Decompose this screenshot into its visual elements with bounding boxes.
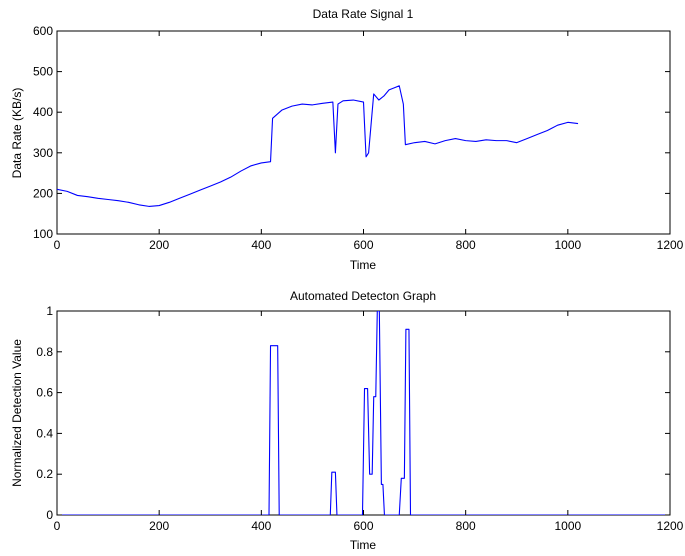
y-tick-label: 300: [33, 146, 53, 160]
series-line: [57, 85, 579, 207]
x-tick-label: 800: [456, 519, 476, 533]
x-tick-label: 400: [251, 238, 271, 252]
x-tick-label: 200: [149, 238, 169, 252]
y-tick-label: 0.8: [36, 345, 53, 359]
x-axis-label: Time: [350, 258, 377, 272]
x-tick-label: 1000: [554, 519, 581, 533]
subplot-detection: Automated Detecton Graph Time Normalized…: [10, 289, 684, 552]
x-tick-label: 400: [251, 519, 271, 533]
subplot-title: Automated Detecton Graph: [290, 289, 436, 303]
y-axis-label: Normalized Detection Value: [10, 339, 24, 487]
plot-area: [56, 30, 671, 235]
x-tick-label: 1200: [657, 238, 684, 252]
y-tick-label: 0: [46, 508, 53, 522]
series-line: [57, 311, 670, 515]
y-tick-label: 0.2: [36, 467, 53, 481]
y-tick-label: 1: [46, 304, 53, 318]
y-tick-label: 400: [33, 105, 53, 119]
y-tick-label: 600: [33, 24, 53, 38]
x-tick-label: 1000: [554, 238, 581, 252]
x-tick-label: 600: [353, 238, 373, 252]
y-axis-label: Data Rate (KB/s): [10, 88, 24, 179]
subplot-title: Data Rate Signal 1: [313, 7, 414, 21]
y-tick-label: 500: [33, 65, 53, 79]
x-tick-label: 200: [149, 519, 169, 533]
y-tick-label: 0.4: [36, 426, 53, 440]
x-tick-label: 800: [456, 238, 476, 252]
subplot-data-rate: Data Rate Signal 1 Time Data Rate (KB/s)…: [10, 7, 684, 272]
x-tick-label: 600: [353, 519, 373, 533]
y-tick-label: 0.6: [36, 386, 53, 400]
x-tick-label: 0: [54, 519, 61, 533]
y-tick-label: 200: [33, 186, 53, 200]
x-axis-label: Time: [350, 538, 377, 551]
y-tick-label: 100: [33, 227, 53, 241]
x-tick-label: 1200: [657, 519, 684, 533]
x-tick-label: 0: [54, 238, 61, 252]
